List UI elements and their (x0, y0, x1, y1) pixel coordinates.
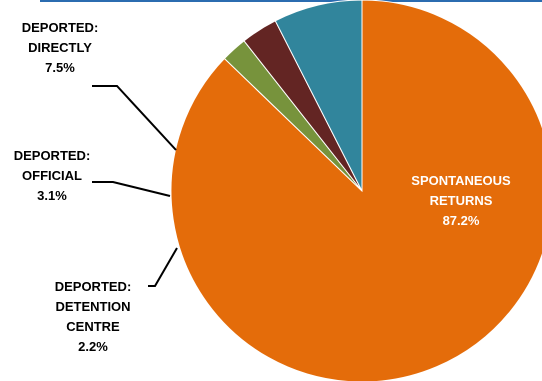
slice-label-line: SPONTANEOUS (411, 173, 511, 188)
slice-label-spontaneous-returns: SPONTANEOUS RETURNS 87.2% (411, 173, 511, 228)
slice-label-line: DEPORTED: (55, 279, 132, 294)
leader-line-detention (148, 247, 178, 287)
leader-lines (92, 85, 178, 287)
slice-deported-directly (274, 0, 363, 192)
slice-label-line: 87.2% (443, 213, 480, 228)
slice-label-line: DETENTION (55, 299, 130, 314)
slice-spontaneous-returns (170, 0, 542, 381)
leader-line-official (92, 181, 171, 197)
slice-labels: SPONTANEOUS RETURNS 87.2% DEPORTED: DETENTIO… (14, 20, 511, 354)
slice-label-line: DEPORTED: (14, 148, 91, 163)
slice-label-line: OFFICIAL (22, 168, 82, 183)
slice-label-line: 3.1% (37, 188, 67, 203)
slice-label-deported-directly: DEPORTED: DIRECTLY 7.5% (22, 20, 99, 75)
slice-label-line: 2.2% (78, 339, 108, 354)
slice-label-line: CENTRE (66, 319, 120, 334)
slice-label-line: 7.5% (45, 60, 75, 75)
slice-label-deported-official: DEPORTED: OFFICIAL 3.1% (14, 148, 91, 203)
slice-label-line: DEPORTED: (22, 20, 99, 35)
slice-label-line: RETURNS (430, 193, 493, 208)
slice-label-line: DIRECTLY (28, 40, 92, 55)
slice-label-deported-detention-centre: DEPORTED: DETENTION CENTRE 2.2% (55, 279, 132, 354)
leader-line-directly (92, 85, 177, 151)
pie-slices (170, 0, 542, 381)
